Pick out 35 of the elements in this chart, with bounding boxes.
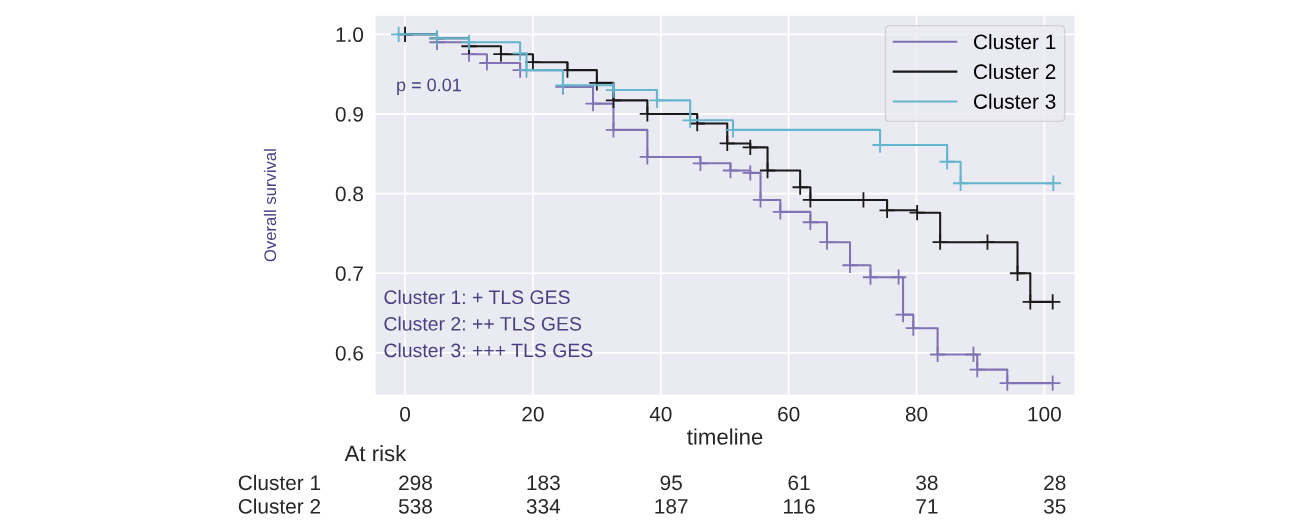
text: At risk [344,445,407,462]
text: 187 [655,498,688,514]
y-tick-label: 0.7 [335,266,363,281]
text: 334 [526,498,561,514]
text: 71 [916,499,938,514]
annotation: Cluster 2: ++ TLS GES [384,316,582,331]
text: 35 [1043,498,1066,514]
text: 28 [1044,475,1066,491]
y-tick-label: 0.9 [335,106,363,122]
x-tick-label: 100 [1028,406,1061,422]
legend-label: Cluster 2 [974,63,1056,80]
text: 538 [398,498,432,514]
text: 95 [660,475,682,491]
legend-label: Cluster 1 [974,33,1056,50]
text: 61 [788,475,810,491]
text: Cluster 2 [238,498,321,514]
x-tick-label: 20 [522,406,544,422]
legend-label: Cluster 3 [974,93,1056,109]
x-tick-label: 60 [778,406,800,422]
text: 183 [527,475,560,491]
y-axis-title: Overall survival [263,149,277,262]
annotation: Cluster 1: + TLS GES [384,289,570,305]
y-tick-label: 0.6 [335,345,363,361]
text: 298 [399,475,432,491]
annotation: Cluster 3: +++ TLS GES [384,343,593,358]
text: 38 [916,475,938,491]
text: Cluster 1 [238,474,321,491]
x-tick-label: 80 [905,406,928,422]
annotation: p = 0.01 [397,78,461,95]
x-tick-label: 0 [400,406,411,422]
text: 116 [784,498,815,514]
x-tick-label: 40 [649,406,672,422]
x-axis-title: timeline [687,428,763,445]
y-tick-label: 0.8 [335,186,364,202]
y-tick-label: 1.0 [336,27,364,43]
